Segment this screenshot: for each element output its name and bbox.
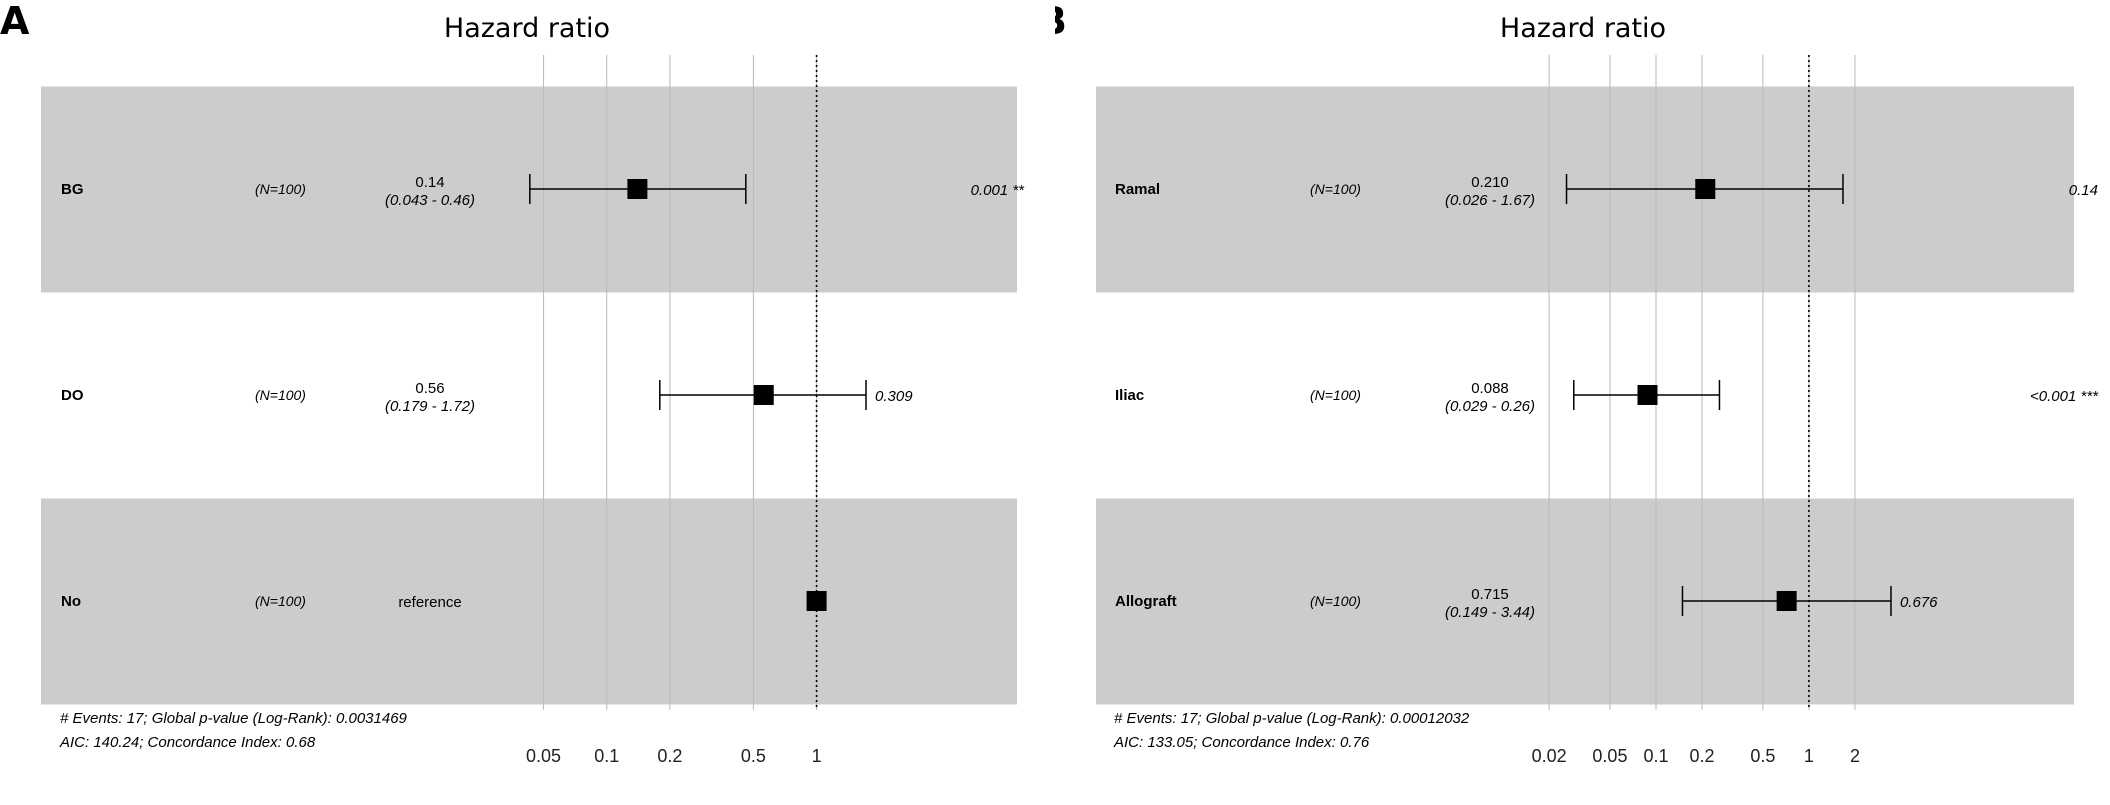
footer-events: # Events: 17; Global p-value (Log-Rank):…	[1114, 710, 1470, 727]
row-pvalue-0: 0.14	[2069, 182, 2098, 199]
tick-label-3: 0.5	[741, 746, 766, 766]
hr-point-0	[627, 179, 648, 199]
panel-label: A	[0, 0, 30, 43]
row-n-1: (N=100)	[1310, 387, 1361, 403]
row-n-0: (N=100)	[255, 181, 306, 197]
hr-point-1	[1637, 385, 1658, 405]
row-ci-1: (0.179 - 1.72)	[385, 398, 475, 415]
footer-aic: AIC: 140.24; Concordance Index: 0.68	[59, 734, 316, 751]
row-pvalue-1: 0.309	[875, 388, 913, 405]
row-variable-2: Allograft	[1115, 593, 1177, 610]
tick-label-6: 2	[1850, 746, 1860, 766]
row-estimate-1: 0.088	[1471, 380, 1509, 397]
forest-plot-panel-b: B Hazard ratio Ramal (N=100) 0.210(0.026 - 1…	[1055, 0, 2110, 805]
forest-plot-b-svg: B Hazard ratio Ramal (N=100) 0.210(0.026 - 1…	[1055, 0, 2099, 766]
tick-label-3: 0.2	[1690, 746, 1715, 766]
row-band-0	[41, 86, 1017, 293]
row-estimate-0: 0.14	[415, 174, 444, 191]
hr-point-2	[806, 591, 827, 611]
chart-title: Hazard ratio	[444, 13, 610, 44]
row-n-0: (N=100)	[1310, 181, 1361, 197]
row-pvalue-1: <0.001 ***	[2030, 388, 2099, 405]
row-variable-1: Iliac	[1115, 387, 1144, 404]
row-variable-2: No	[61, 593, 81, 610]
tick-label-1: 0.1	[594, 746, 619, 766]
hr-point-2	[1776, 591, 1797, 611]
forest-plot-panel-a: A Hazard ratio BG (N=100) 0.14 (0.043 - 0.46)…	[0, 0, 1026, 766]
panel-label: B	[1055, 0, 1067, 43]
tick-label-0: 0.05	[526, 746, 561, 766]
row-variable-0: Ramal	[1115, 181, 1160, 198]
hr-point-1	[753, 385, 774, 405]
row-estimate-2: reference	[398, 594, 461, 611]
tick-label-0: 0.02	[1532, 746, 1567, 766]
row-n-2: (N=100)	[1310, 593, 1361, 609]
row-estimate-1: 0.56	[415, 380, 444, 397]
row-n-1: (N=100)	[255, 387, 306, 403]
tick-label-4: 1	[812, 746, 822, 766]
tick-label-1: 0.05	[1592, 746, 1627, 766]
row-band-2	[1096, 498, 2074, 705]
row-estimate-0: 0.210	[1471, 174, 1509, 191]
chart-title: Hazard ratio	[1500, 13, 1666, 44]
row-variable-1: DO	[61, 387, 84, 404]
tick-label-2: 0.1	[1643, 746, 1668, 766]
tick-label-2: 0.2	[657, 746, 682, 766]
forest-plot-a-svg: A Hazard ratio BG (N=100) 0.14(0.043 - 0.46)…	[0, 0, 1026, 766]
row-band-2	[41, 498, 1017, 705]
row-ci-0: (0.026 - 1.67)	[1445, 192, 1535, 209]
row-ci-0: (0.043 - 0.46)	[385, 192, 475, 209]
hr-point-0	[1695, 179, 1716, 199]
row-n-2: (N=100)	[255, 593, 306, 609]
row-variable-0: BG	[61, 181, 84, 198]
row-ci-2: (0.149 - 3.44)	[1445, 604, 1535, 621]
row-ci-1: (0.029 - 0.26)	[1445, 398, 1535, 415]
row-estimate-2: 0.715	[1471, 586, 1509, 603]
tick-label-4: 0.5	[1750, 746, 1775, 766]
row-pvalue-0: 0.001 **	[971, 182, 1026, 199]
row-pvalue-2: 0.676	[1900, 594, 1938, 611]
footer-events: # Events: 17; Global p-value (Log-Rank):…	[60, 710, 408, 727]
footer-aic: AIC: 133.05; Concordance Index: 0.76	[1113, 734, 1370, 751]
tick-label-5: 1	[1804, 746, 1814, 766]
